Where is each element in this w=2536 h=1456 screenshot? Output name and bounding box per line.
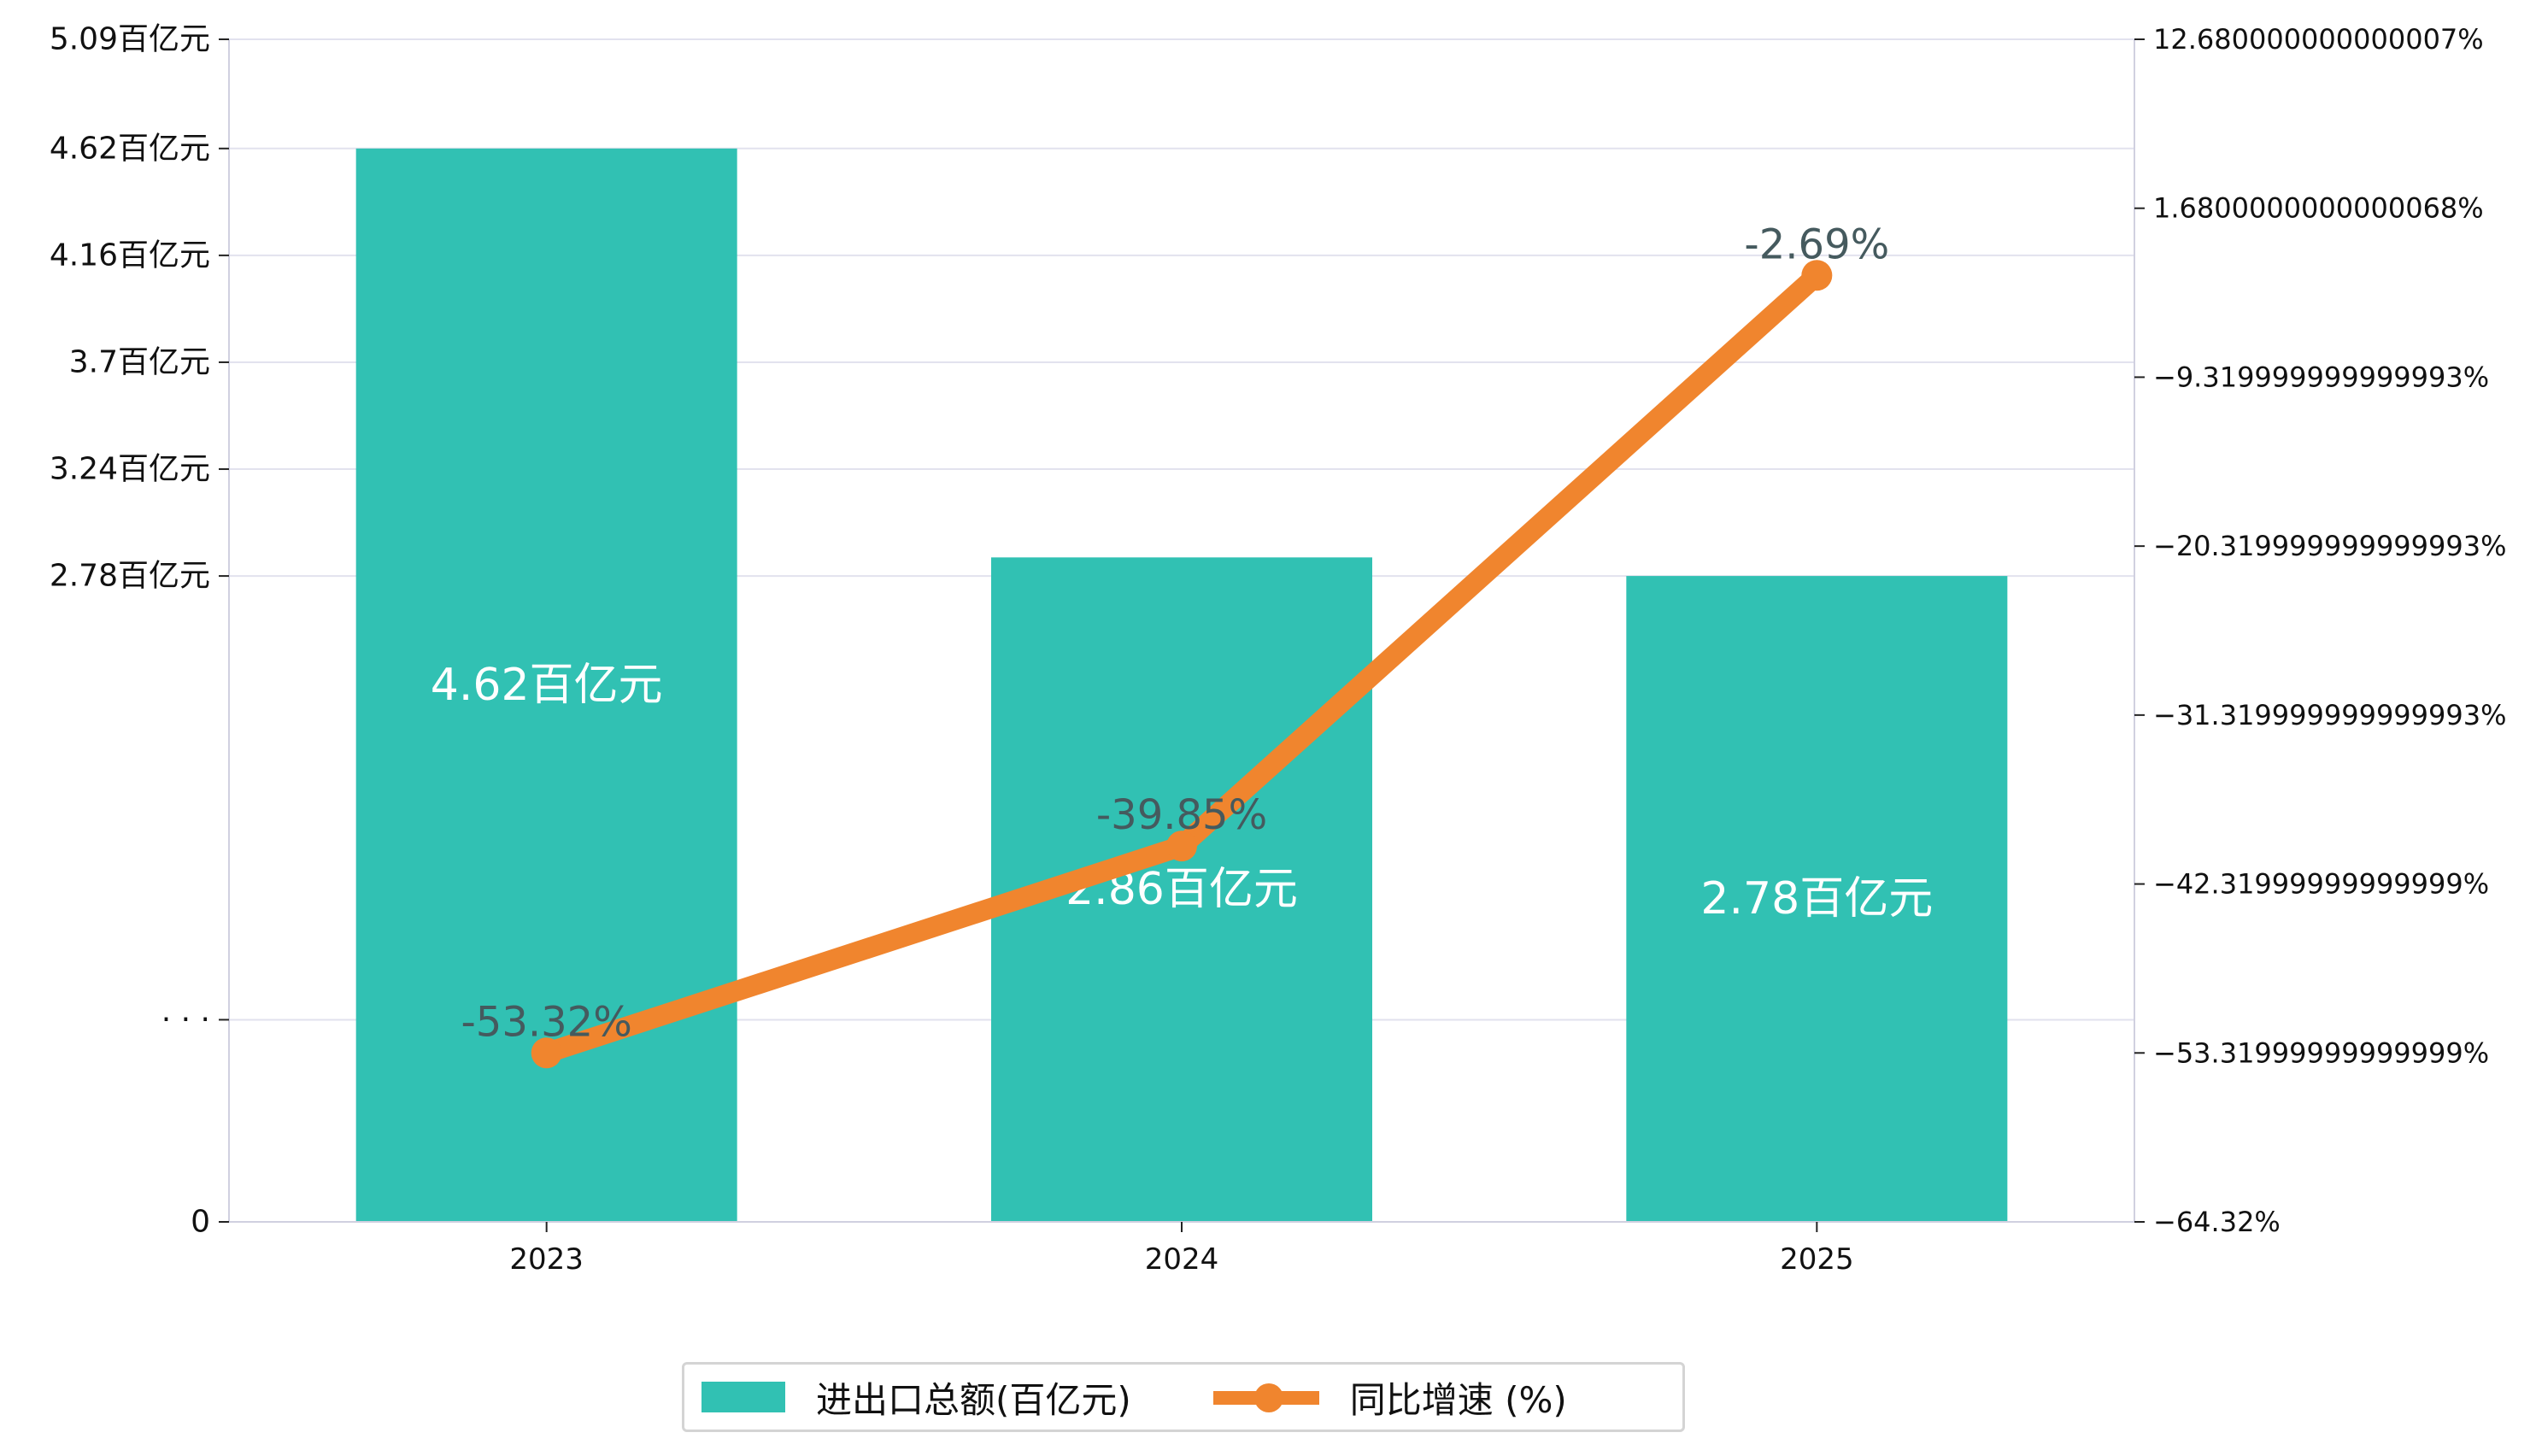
right-tick-label-5: −9.319999999999993% — [2153, 361, 2489, 393]
left-tick-label-1: · · · — [161, 1002, 210, 1037]
x-tick-label-2024: 2024 — [1145, 1242, 1219, 1277]
legend: 进出口总额(百亿元) 同比增速 (%) — [682, 1362, 1685, 1432]
legend-item-bar: 进出口总额(百亿元) — [684, 1371, 1131, 1424]
right-tick-label-0: −64.32% — [2153, 1206, 2281, 1238]
growth-label-2024: -39.85% — [1096, 791, 1267, 839]
x-tick-label-2023: 2023 — [509, 1242, 584, 1277]
growth-point-2024 — [1166, 831, 1197, 862]
bar-2025 — [1626, 576, 2008, 1222]
growth-label-2025: -2.69% — [1744, 220, 1889, 268]
right-tick-label-1: −53.31999999999999% — [2153, 1036, 2489, 1069]
legend-label-line: 同比增速 (%) — [1349, 1378, 1567, 1421]
right-tick-label-3: −31.319999999999993% — [2153, 699, 2507, 731]
right-tick-label-6: 1.6800000000000068% — [2153, 192, 2484, 225]
left-tick-label-7: 5.09百亿元 — [50, 22, 210, 57]
left-tick-label-6: 4.62百亿元 — [50, 131, 210, 166]
left-tick-label-4: 3.7百亿元 — [69, 344, 210, 379]
x-tick-label-2025: 2025 — [1780, 1242, 1854, 1277]
x-axis-ticks: 2023 2024 2025 — [509, 1222, 1854, 1277]
right-tick-label-2: −42.31999999999999% — [2153, 868, 2489, 901]
left-axis-ticks: 0 · · · 2.78百亿元 3.24百亿元 3.7百亿元 4.16百亿元 4.62百亿元… — [50, 22, 229, 1240]
left-tick-label-3: 3.24百亿元 — [50, 452, 210, 487]
growth-point-2025 — [1801, 260, 1833, 291]
growth-label-2023: -53.32% — [461, 998, 631, 1046]
growth-value-labels: -53.32% -39.85% -2.69% — [461, 220, 1889, 1046]
legend-label-bar: 进出口总额(百亿元) — [816, 1378, 1131, 1421]
right-tick-label-4: −20.319999999999993% — [2153, 530, 2507, 562]
left-tick-label-5: 4.16百亿元 — [50, 238, 210, 273]
legend-bar-swatch — [702, 1382, 785, 1412]
right-axis-ticks: −64.32% −53.31999999999999% −42.3199999999… — [2134, 23, 2507, 1238]
legend-line-swatch — [1212, 1383, 1319, 1412]
bar-label-2023: 4.62百亿元 — [431, 660, 663, 711]
bar-label-2025: 2.78百亿元 — [1700, 873, 1933, 925]
legend-item-line: 同比增速 (%) — [1131, 1371, 1567, 1424]
left-tick-label-2: 2.78百亿元 — [50, 559, 210, 594]
left-tick-label-0: 0 — [191, 1205, 210, 1240]
right-tick-label-7: 12.680000000000007% — [2153, 23, 2484, 56]
growth-point-2023 — [531, 1037, 562, 1069]
growth-line — [531, 260, 1833, 1069]
